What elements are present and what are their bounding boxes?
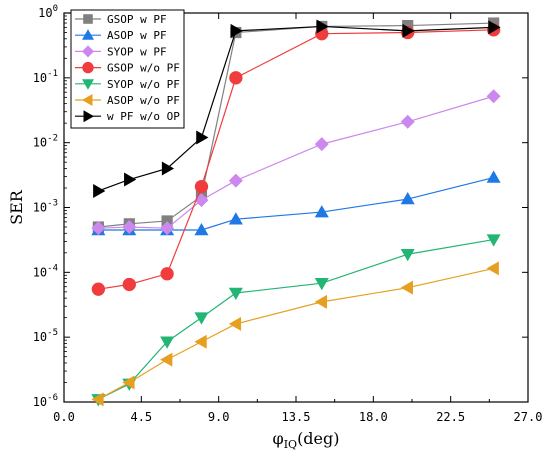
data-point [228,173,243,188]
data-point [230,23,243,38]
data-point [160,221,175,236]
legend-item: SYOP w PF [75,45,167,58]
data-point [161,161,175,176]
data-point [400,192,415,205]
series-line [98,25,494,192]
y-tick-label: 10-5 [33,328,58,344]
y-tick-label: 100 [38,4,58,20]
legend-item: w PF w/o OP [75,110,180,123]
legend-marker [83,110,94,123]
data-point [400,114,415,129]
data-point [400,280,413,295]
data-point [160,267,174,281]
legend-label: GSOP w/o PF [107,62,180,75]
series-4 [91,23,501,296]
legend-label: ASOP w PF [107,29,167,42]
data-point [316,19,329,34]
data-point [160,352,173,367]
legend-marker [82,94,93,106]
y-tick-label: 10-4 [33,263,58,279]
legend-marker [82,45,94,58]
x-tick-label: 4.5 [130,410,152,424]
data-point [402,23,415,38]
data-point [488,20,501,35]
data-point [194,179,209,194]
data-point [160,336,175,349]
data-point [228,212,243,225]
x-tick-label: 9.0 [208,410,230,424]
series-line [98,22,494,228]
legend-item: SYOP w/o PF [75,78,180,91]
y-tick-label: 10-2 [33,134,58,150]
data-point [124,172,137,187]
data-point [400,249,415,262]
legend-item: ASOP w/o PF [75,94,180,107]
legend-marker [82,61,94,74]
data-point [229,71,243,85]
series-2 [91,170,501,236]
data-point [91,392,104,407]
data-point [228,287,243,300]
data-point [122,220,137,235]
x-tick-label: 27.0 [514,410,543,424]
legend-marker [82,29,94,40]
data-point [93,183,106,198]
data-point [161,215,173,227]
data-point [314,294,328,309]
data-point [402,19,414,32]
series-line [98,238,494,400]
y-tick-label: 10-6 [33,393,58,409]
legend-label: ASOP w/o PF [107,94,180,107]
legend-label: w PF w/o OP [107,110,180,123]
x-axis-title: φIQ(deg) [272,429,339,451]
y-tick-label: 10-3 [33,199,58,215]
data-point [91,221,106,236]
legend-label: GSOP w PF [107,13,167,26]
data-point [314,205,329,218]
series-layer [91,17,501,407]
legend-label: SYOP w/o PF [107,78,180,91]
series-6 [91,261,499,407]
x-tick-label: 13.5 [282,410,311,424]
y-tick-label: 10-1 [33,69,58,85]
x-tick-label: 0.0 [53,410,75,424]
data-point [122,375,135,390]
legend: GSOP w PF ASOP w PF SYOP w PF GSOP w/o PF SY… [70,9,185,129]
data-point [122,277,136,292]
x-tick-label: 22.5 [436,410,465,424]
data-point [486,261,499,276]
series-line [98,267,494,400]
legend-marker [82,79,94,90]
data-point [196,130,209,145]
legend-label: SYOP w PF [107,45,167,58]
data-point [228,316,242,331]
y-axis-title: SER [7,189,26,225]
series-7 [93,19,501,198]
data-point [194,222,209,236]
data-point [486,89,501,104]
legend-item: GSOP w/o PF [75,62,180,75]
data-point [488,17,500,29]
axes: 0.0 4.5 9.0 13.5 18.0 22.5 27.0 10-6 10-5 10-4 10-… [7,4,542,451]
x-tick-label: 18.0 [359,410,388,424]
data-point [486,170,501,183]
data-point [194,312,209,325]
data-point [486,234,501,247]
series-line [98,176,494,231]
data-point [91,282,106,296]
legend-item: ASOP w PF [75,29,167,42]
legend-marker [83,14,93,24]
legend-item: GSOP w PF [75,13,167,26]
data-point [194,334,207,349]
data-point [314,137,329,152]
data-point [314,277,329,291]
series-5 [91,234,501,407]
